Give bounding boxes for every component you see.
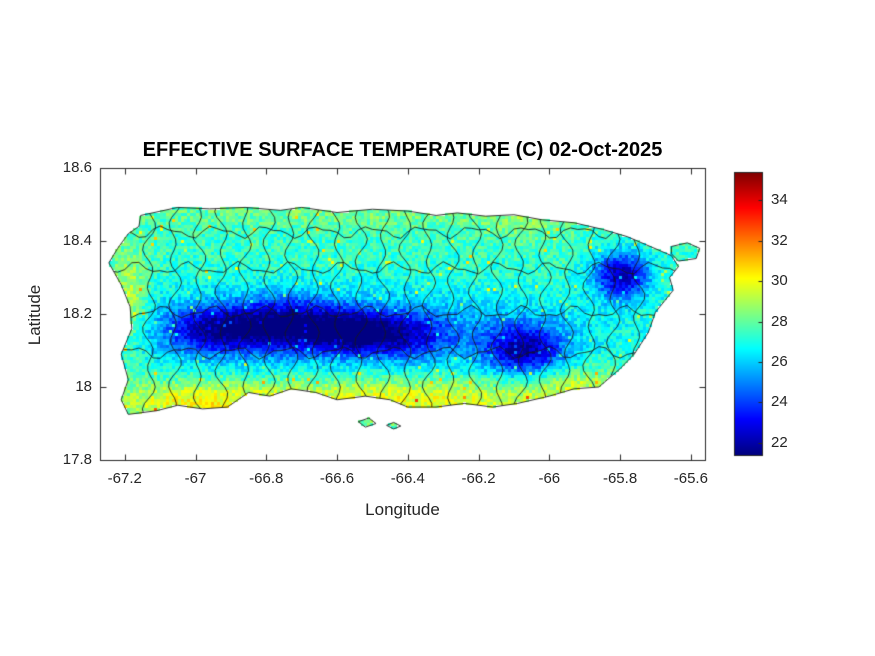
x-tick-label: -65.8 — [602, 470, 638, 487]
x-tick-label: -67.2 — [107, 470, 142, 487]
x-tick-label: -66.8 — [249, 470, 284, 487]
colorbar-tick-label: 24 — [771, 393, 788, 411]
x-tick-label: -66 — [538, 470, 561, 487]
chart-title: EFFECTIVE SURFACE TEMPERATURE (C) 02-Oct… — [142, 139, 663, 161]
colorbar-tick-label: 32 — [771, 231, 788, 249]
x-tick-label: -67 — [184, 470, 207, 487]
colorbar-tick-label: 34 — [771, 191, 788, 209]
y-tick-label: 18.4 — [62, 232, 92, 249]
y-tick-label: 18.6 — [62, 159, 92, 176]
y-tick-label: 18.2 — [62, 305, 92, 322]
x-tick-label: -66.2 — [461, 470, 496, 487]
x-tick-label: -66.4 — [390, 470, 425, 487]
y-tick-label: 18 — [75, 378, 92, 395]
x-axis-label: Longitude — [365, 500, 440, 519]
y-tick-label: 17.8 — [62, 451, 92, 468]
x-tick-label: -66.6 — [319, 470, 355, 487]
colorbar-tick-label: 28 — [771, 312, 788, 330]
x-tick-label: -65.6 — [673, 470, 708, 487]
colorbar-tick-label: 26 — [771, 353, 788, 370]
colorbar-tick-label: 30 — [771, 272, 788, 290]
colorbar-tick-label: 22 — [771, 433, 788, 451]
